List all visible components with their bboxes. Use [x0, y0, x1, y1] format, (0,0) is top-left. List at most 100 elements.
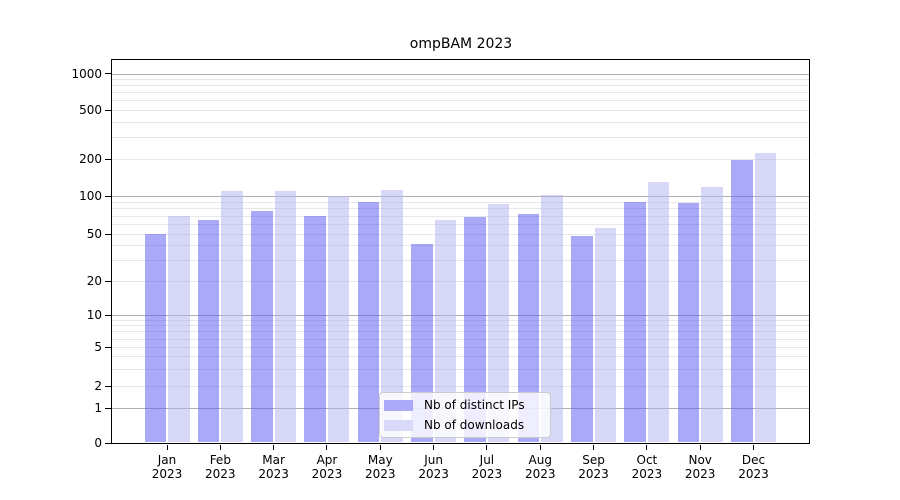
- x-tick-mark-jul: [486, 445, 488, 450]
- legend-swatch-downloads-icon: [384, 419, 413, 431]
- y-tick-mark-20: [105, 280, 111, 282]
- gridline-minor-400: [112, 121, 810, 123]
- y-tick-mark-100: [105, 195, 111, 197]
- gridline-major-100: [112, 196, 810, 197]
- gridline-minor-800: [112, 85, 810, 87]
- x-tick-mark-dec: [753, 445, 755, 450]
- bar-downloads-sep: [594, 227, 617, 442]
- x-tick-label-year-sep: 2023: [578, 467, 609, 481]
- x-tick-mark-nov: [699, 445, 701, 450]
- x-tick-label-month-nov: Nov: [688, 453, 712, 467]
- x-tick-label-year-aug: 2023: [524, 467, 556, 481]
- legend-label-distinct-ips: Nb of distinct IPs: [424, 398, 525, 412]
- x-tick-label-month-oct: Oct: [636, 453, 658, 467]
- gridline-minor-200: [112, 159, 810, 160]
- x-tick-label-month-may: May: [367, 453, 393, 467]
- y-tick-label-10: 10: [86, 308, 102, 322]
- x-tick-label-month-apr: Apr: [316, 453, 338, 467]
- x-tick-mark-apr: [326, 445, 328, 450]
- plot-area: [112, 60, 810, 443]
- y-tick-label-5: 5: [94, 340, 102, 354]
- gridline-major-1000: [112, 73, 810, 75]
- bar-distinct-ips-aug: [517, 214, 540, 442]
- x-tick-label-sep: Sep 2023: [562, 453, 626, 481]
- bar-downloads-jan: [168, 215, 190, 442]
- x-tick-label-jan: Jan 2023: [135, 453, 199, 481]
- legend-label-downloads: Nb of downloads: [424, 418, 525, 432]
- y-tick-label-100: 100: [79, 189, 102, 203]
- y-tick-label-2: 2: [94, 379, 102, 393]
- bar-downloads-may: [381, 189, 403, 442]
- bar-distinct-ips-jul: [464, 217, 486, 442]
- gridline-minor-8: [112, 325, 810, 327]
- y-tick-label-50: 50: [86, 227, 102, 241]
- bar-downloads-mar: [274, 190, 297, 442]
- x-tick-label-year-may: 2023: [364, 467, 396, 481]
- bar-downloads-apr: [327, 196, 350, 442]
- gridline-minor-6: [112, 338, 810, 340]
- bar-downloads-jun: [434, 219, 457, 442]
- bar-distinct-ips-jan: [144, 234, 166, 442]
- bar-downloads-oct: [647, 181, 670, 442]
- gridline-minor-7: [112, 331, 810, 333]
- x-tick-label-jun: Jun 2023: [402, 453, 466, 481]
- x-tick-label-year-mar: 2023: [258, 467, 289, 481]
- gridline-minor-3: [112, 368, 810, 370]
- gridline-minor-60: [112, 224, 810, 225]
- y-tick-label-0: 0: [94, 436, 102, 450]
- gridline-minor-700: [112, 92, 810, 94]
- gridline-minor-40: [112, 245, 810, 247]
- x-tick-label-year-jun: 2023: [418, 467, 449, 481]
- y-tick-mark-50: [105, 233, 111, 235]
- y-tick-label-1: 1: [94, 401, 102, 415]
- y-tick-label-200: 200: [79, 152, 102, 166]
- y-tick-label-20: 20: [86, 274, 102, 288]
- x-tick-mark-feb: [219, 445, 221, 450]
- bar-distinct-ips-oct: [624, 201, 646, 442]
- x-tick-mark-oct: [646, 445, 648, 450]
- bar-distinct-ips-sep: [571, 236, 593, 442]
- y-tick-mark-5: [105, 346, 111, 348]
- gridline-minor-90: [112, 201, 810, 203]
- y-tick-mark-2: [105, 385, 111, 387]
- x-tick-label-month-jul: Jul: [479, 453, 495, 467]
- gridline-minor-500: [112, 110, 810, 111]
- x-tick-label-year-jul: 2023: [471, 467, 503, 481]
- x-tick-label-apr: Apr 2023: [295, 453, 359, 481]
- y-tick-label-500: 500: [79, 103, 102, 117]
- gridline-minor-900: [112, 79, 810, 81]
- y-tick-mark-10: [105, 314, 111, 316]
- x-tick-label-month-jun: Jun: [424, 453, 443, 467]
- y-tick-mark-0: [105, 442, 111, 444]
- y-tick-mark-1000: [105, 73, 111, 74]
- bar-distinct-ips-dec: [731, 159, 753, 442]
- gridline-minor-600: [112, 100, 810, 102]
- x-tick-label-month-mar: Mar: [262, 453, 285, 467]
- x-tick-mark-aug: [539, 445, 541, 450]
- x-tick-label-year-dec: 2023: [738, 467, 769, 481]
- gridline-minor-70: [112, 215, 810, 217]
- gridline-minor-80: [112, 208, 810, 210]
- x-tick-label-year-oct: 2023: [631, 467, 663, 481]
- y-tick-mark-500: [105, 109, 111, 111]
- bar-distinct-ips-apr: [304, 215, 326, 442]
- x-tick-label-month-sep: Sep: [582, 453, 605, 467]
- bar-downloads-nov: [701, 187, 723, 442]
- gridline-minor-5: [112, 347, 810, 348]
- y-tick-label-1000: 1000: [71, 66, 102, 81]
- x-tick-label-oct: Oct 2023: [615, 453, 679, 481]
- x-tick-label-year-nov: 2023: [684, 467, 716, 481]
- x-tick-label-year-apr: 2023: [311, 467, 343, 481]
- legend-item-downloads: Nb of downloads: [384, 415, 544, 435]
- bar-downloads-jul: [487, 203, 510, 442]
- bar-distinct-ips-may: [357, 201, 380, 442]
- bar-downloads-feb: [221, 190, 243, 442]
- x-tick-label-year-feb: 2023: [205, 467, 236, 481]
- bar-distinct-ips-nov: [677, 203, 700, 442]
- chart-title: ompBAM 2023: [409, 36, 513, 52]
- x-tick-label-aug: Aug 2023: [508, 453, 572, 481]
- x-tick-label-mar: Mar 2023: [242, 453, 306, 481]
- x-tick-label-nov: Nov 2023: [668, 453, 732, 481]
- y-tick-mark-200: [105, 158, 111, 160]
